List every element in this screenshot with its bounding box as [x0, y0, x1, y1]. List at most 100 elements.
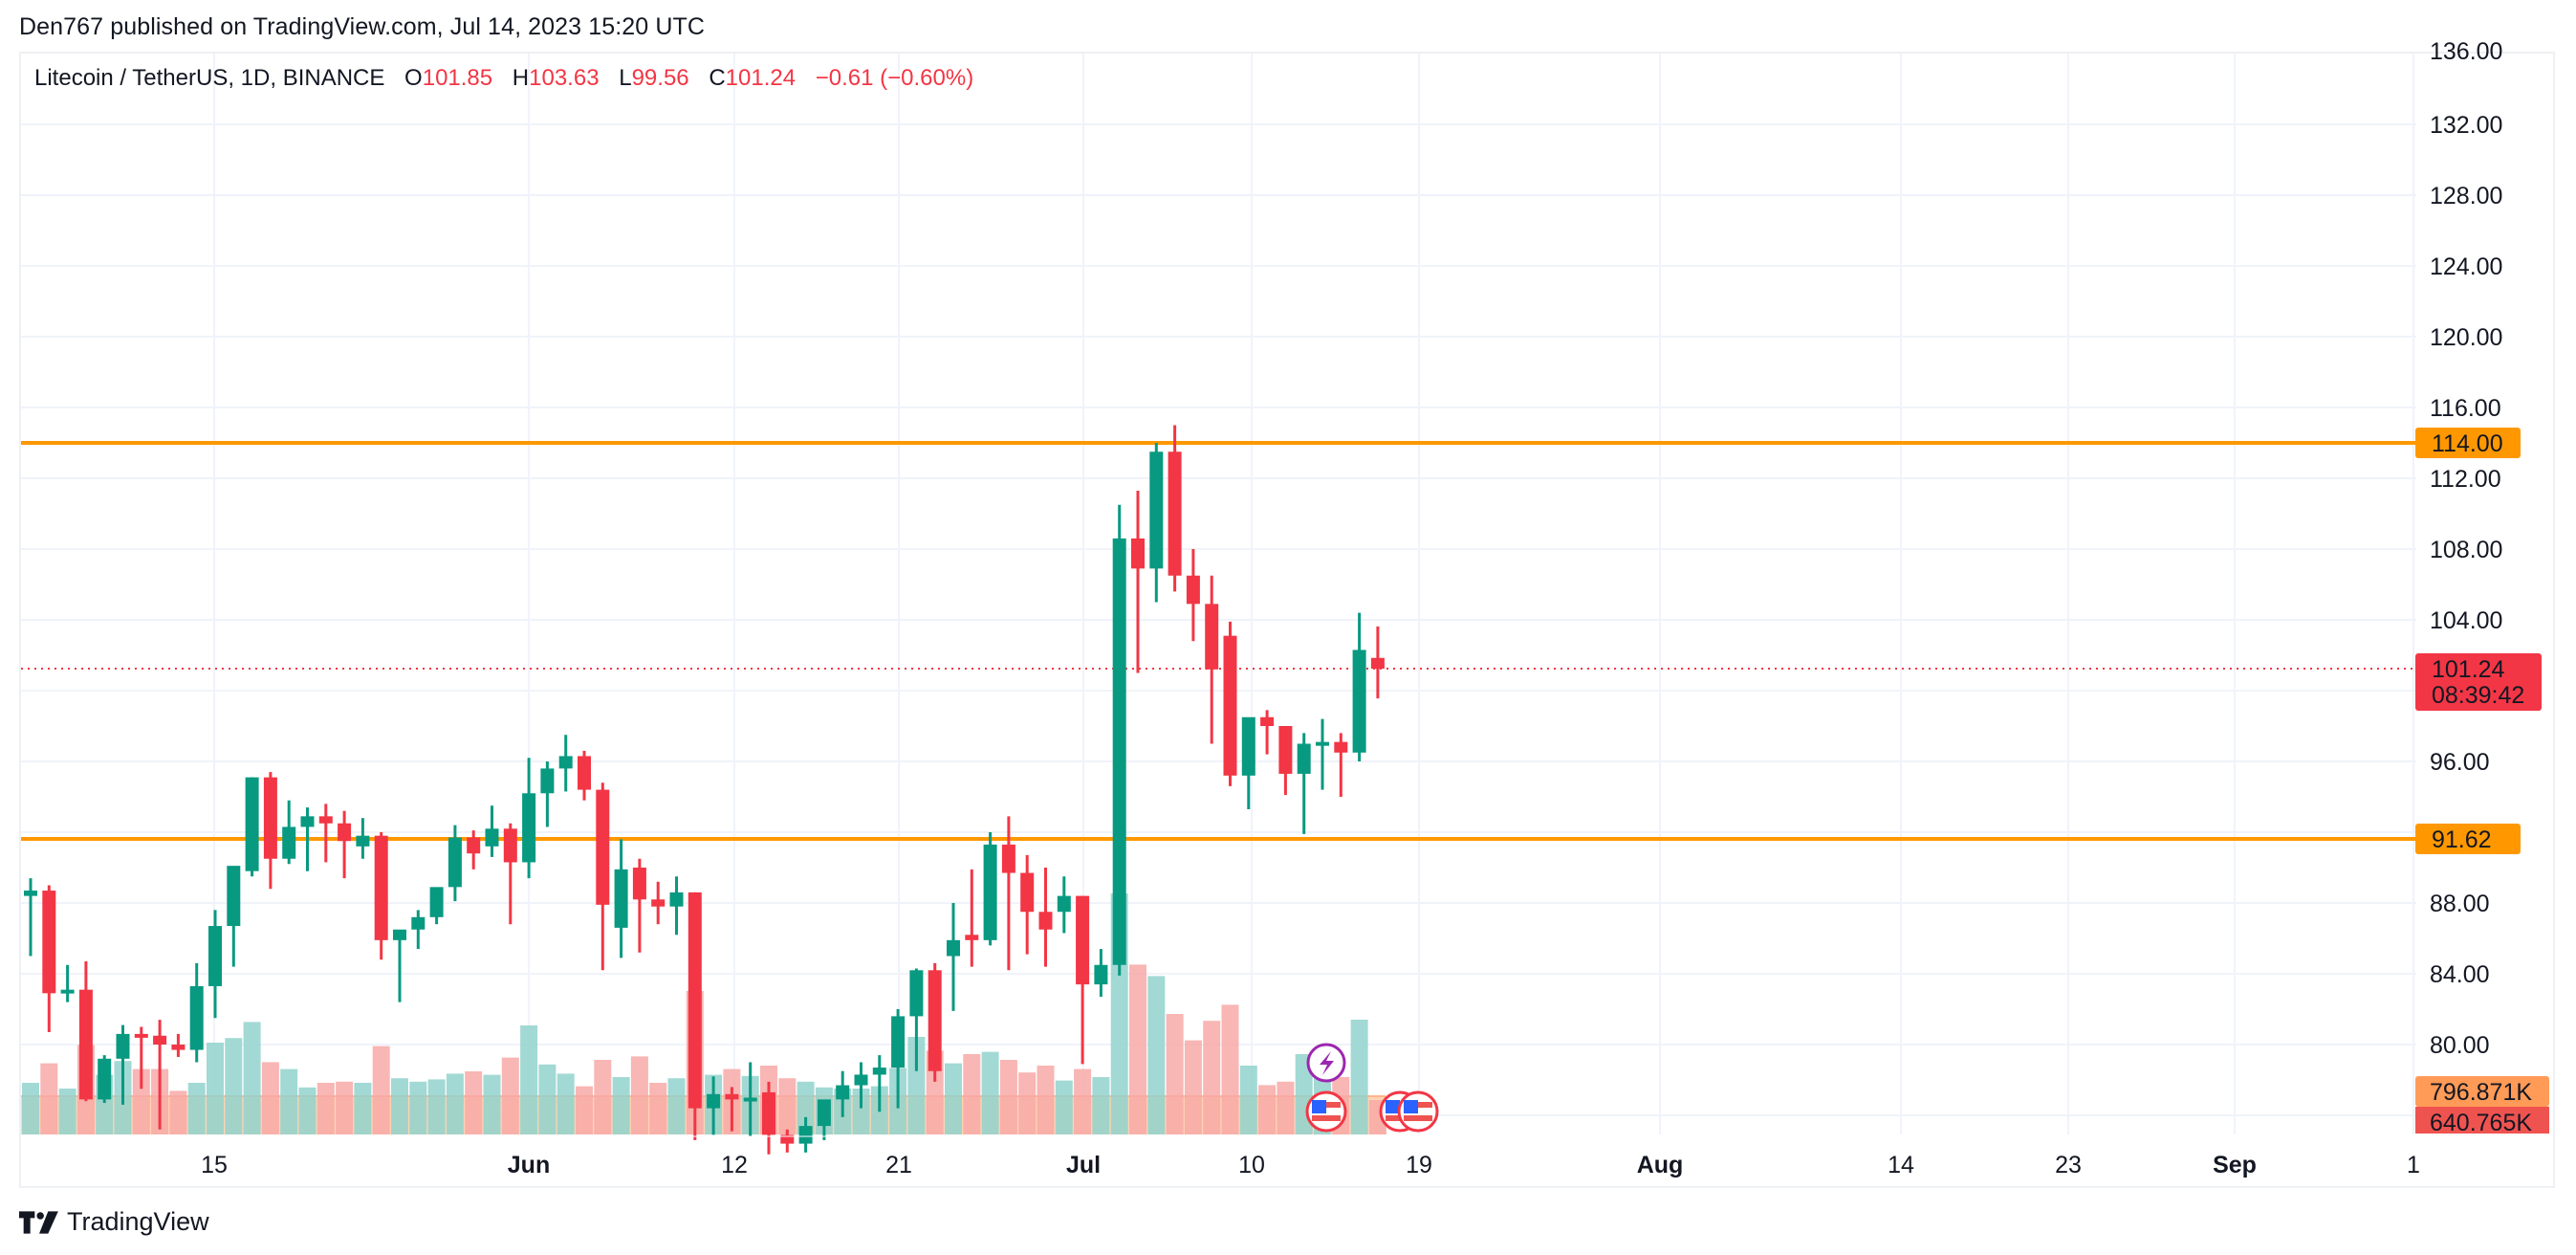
volume-bar: [446, 1073, 464, 1134]
candle-body[interactable]: [1020, 872, 1035, 913]
candle-body[interactable]: [1352, 650, 1366, 753]
candle-body[interactable]: [928, 970, 942, 1071]
level-price-text: 91.62: [2432, 826, 2492, 853]
candle-body[interactable]: [780, 1134, 795, 1144]
candle-body[interactable]: [24, 891, 37, 896]
candle-body[interactable]: [965, 935, 979, 940]
low-label: L: [619, 65, 632, 91]
candle-body[interactable]: [614, 869, 628, 928]
candle-body[interactable]: [245, 777, 259, 871]
volume-bar: [1239, 1066, 1257, 1134]
candle-body[interactable]: [1316, 741, 1329, 746]
candle-body[interactable]: [1297, 743, 1311, 774]
candle-body[interactable]: [467, 837, 481, 854]
candle-body[interactable]: [669, 892, 684, 907]
candle-body[interactable]: [42, 891, 56, 994]
candle-body[interactable]: [651, 899, 666, 907]
candle-body[interactable]: [485, 828, 499, 847]
candle-body[interactable]: [743, 1097, 757, 1102]
candle-body[interactable]: [632, 868, 646, 900]
candle-body[interactable]: [947, 939, 960, 957]
volume-bar: [963, 1054, 981, 1134]
volume-bar: [778, 1078, 797, 1134]
volume-bar: [630, 1056, 648, 1134]
volume-bar: [280, 1068, 298, 1134]
candle-body[interactable]: [503, 828, 517, 863]
candle-body[interactable]: [836, 1085, 850, 1100]
candle-body[interactable]: [153, 1035, 167, 1045]
candle-body[interactable]: [540, 768, 555, 794]
candle-body[interactable]: [429, 887, 444, 917]
candle-body[interactable]: [208, 926, 222, 986]
candle-body[interactable]: [1370, 657, 1385, 670]
candle-body[interactable]: [596, 789, 610, 905]
candle-body[interactable]: [116, 1033, 130, 1059]
candle-body[interactable]: [1168, 451, 1182, 576]
time-axis-label: 12: [721, 1152, 748, 1178]
volume-badge: [2415, 1107, 2549, 1134]
candle-body[interactable]: [1112, 538, 1126, 965]
candle-body[interactable]: [263, 777, 277, 859]
volume-bar: [261, 1062, 279, 1134]
last-price-text: 101.24: [2432, 656, 2505, 683]
candle-body[interactable]: [872, 1068, 886, 1075]
candle-body[interactable]: [578, 756, 591, 790]
candle-body[interactable]: [1038, 912, 1053, 930]
candle-body[interactable]: [1334, 741, 1348, 753]
volume-ma-badge: [2415, 1076, 2549, 1107]
candle-body[interactable]: [393, 929, 406, 940]
candle-body[interactable]: [891, 1016, 906, 1068]
high-label: H: [512, 65, 530, 91]
time-axis-label: Jul: [1066, 1152, 1101, 1178]
candle-body[interactable]: [78, 989, 93, 1100]
volume-bar: [981, 1051, 999, 1134]
candle-body[interactable]: [1001, 844, 1015, 873]
candle-body[interactable]: [227, 866, 241, 927]
candle-body[interactable]: [189, 985, 204, 1050]
candle-body[interactable]: [98, 1058, 112, 1100]
candle-body[interactable]: [983, 844, 997, 940]
candle-body[interactable]: [854, 1074, 868, 1086]
price-axis-label: 84.00: [2430, 961, 2490, 988]
candle-body[interactable]: [1278, 726, 1293, 774]
candle-body[interactable]: [817, 1099, 831, 1127]
candle-body[interactable]: [1131, 538, 1145, 569]
candle-body[interactable]: [909, 970, 924, 1017]
candle-body[interactable]: [1223, 635, 1237, 776]
candle-body[interactable]: [318, 816, 333, 824]
candle-body[interactable]: [762, 1091, 775, 1135]
level-price-badge: [2415, 428, 2521, 458]
candle-body[interactable]: [1057, 895, 1071, 913]
volume-text: 640.765K: [2430, 1110, 2532, 1136]
candle-body[interactable]: [725, 1093, 739, 1100]
candle-body[interactable]: [1186, 575, 1200, 605]
candle-body[interactable]: [798, 1126, 813, 1144]
candle-body[interactable]: [171, 1045, 186, 1050]
candle-body[interactable]: [1260, 716, 1275, 726]
lightning-glyph: [1320, 1051, 1334, 1075]
candle-body[interactable]: [338, 823, 352, 842]
candle-body[interactable]: [1094, 964, 1108, 985]
candle-body[interactable]: [688, 892, 702, 1109]
symbol-legend: Litecoin / TetherUS, 1D, BINANCE O101.85…: [34, 65, 973, 92]
candle-body[interactable]: [300, 816, 315, 827]
volume-bar: [538, 1064, 557, 1134]
candle-body[interactable]: [134, 1033, 148, 1038]
candle-body[interactable]: [558, 756, 573, 769]
candle-body[interactable]: [1241, 716, 1255, 776]
candle-body[interactable]: [60, 989, 75, 994]
volume-bar: [594, 1060, 612, 1134]
candle-body[interactable]: [374, 835, 388, 940]
footer-brand[interactable]: TradingView: [19, 1207, 209, 1237]
volume-bar: [852, 1089, 870, 1134]
candle-body[interactable]: [1149, 451, 1164, 569]
candle-body[interactable]: [356, 835, 370, 847]
candle-body[interactable]: [411, 916, 426, 930]
candle-body[interactable]: [282, 826, 296, 859]
candle-body[interactable]: [522, 793, 536, 863]
candle-body[interactable]: [707, 1093, 721, 1109]
candle-body[interactable]: [1205, 604, 1219, 670]
candle-body[interactable]: [448, 837, 462, 888]
candle-body[interactable]: [1076, 895, 1090, 985]
